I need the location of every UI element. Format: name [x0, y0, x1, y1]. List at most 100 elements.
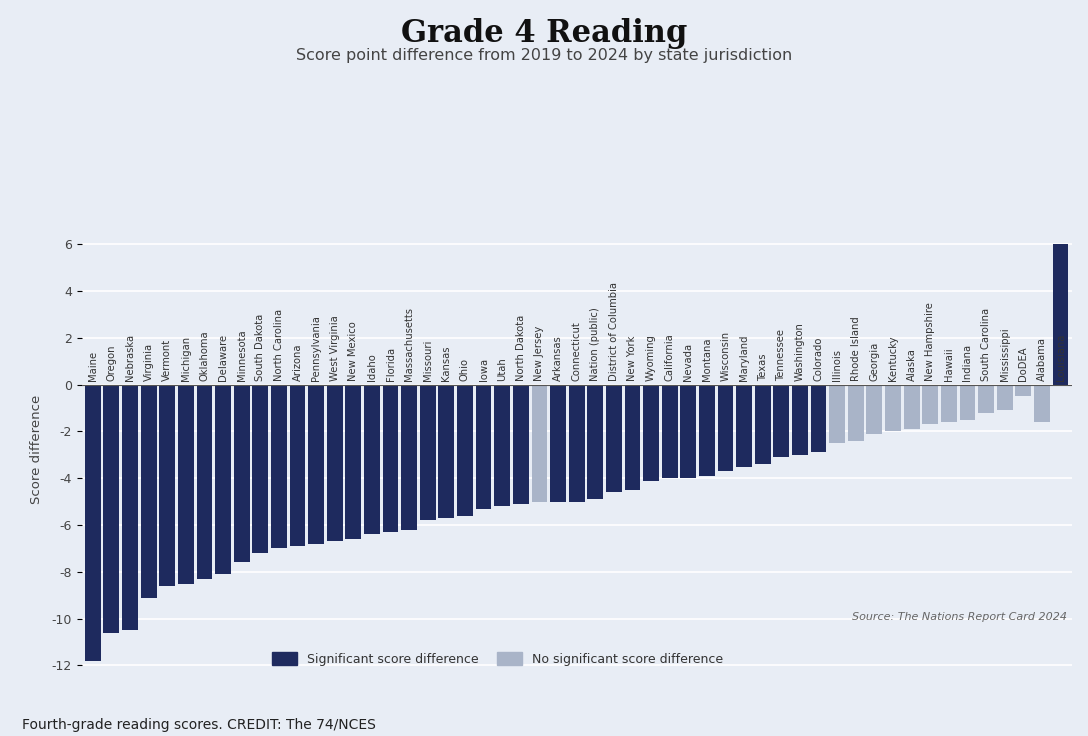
Bar — [848, 385, 864, 441]
Bar — [271, 385, 287, 548]
Bar — [886, 385, 901, 431]
Bar — [904, 385, 919, 429]
Bar — [643, 385, 659, 481]
Bar — [178, 385, 194, 584]
Bar — [997, 385, 1013, 411]
Text: Delaware: Delaware — [218, 334, 228, 381]
Bar — [1034, 385, 1050, 422]
Bar — [1052, 244, 1068, 385]
Text: District of Columbia: District of Columbia — [609, 282, 619, 381]
Text: Nebraska: Nebraska — [125, 334, 135, 381]
Text: Tennessee: Tennessee — [777, 329, 787, 381]
Text: South Dakota: South Dakota — [256, 314, 265, 381]
Text: Virginia: Virginia — [144, 343, 153, 381]
Text: Indiana: Indiana — [963, 344, 973, 381]
Text: Oklahoma: Oklahoma — [199, 330, 209, 381]
Bar — [923, 385, 938, 425]
Text: Idaho: Idaho — [367, 353, 376, 381]
Text: Maryland: Maryland — [739, 335, 750, 381]
Text: California: California — [665, 333, 675, 381]
Bar — [606, 385, 621, 492]
Text: Illinois: Illinois — [832, 349, 842, 381]
Text: Wisconsin: Wisconsin — [720, 331, 730, 381]
Text: Louisiana: Louisiana — [1055, 333, 1065, 381]
Text: Rhode Island: Rhode Island — [851, 316, 861, 381]
Bar — [420, 385, 435, 520]
Bar — [680, 385, 696, 478]
Text: West Virginia: West Virginia — [330, 315, 339, 381]
Text: Pennsylvania: Pennsylvania — [311, 315, 321, 381]
Text: New Hampshire: New Hampshire — [925, 302, 936, 381]
Text: Michigan: Michigan — [181, 336, 190, 381]
Text: Colorado: Colorado — [814, 337, 824, 381]
Text: Texas: Texas — [757, 353, 768, 381]
Bar — [234, 385, 249, 562]
Bar — [755, 385, 770, 464]
Bar — [551, 385, 566, 502]
Text: New Jersey: New Jersey — [534, 326, 544, 381]
Text: Maine: Maine — [88, 351, 98, 381]
Text: Alabama: Alabama — [1037, 337, 1047, 381]
Text: Connecticut: Connecticut — [571, 322, 582, 381]
Bar — [383, 385, 398, 532]
Bar — [457, 385, 473, 516]
Bar — [532, 385, 547, 502]
Text: New York: New York — [628, 336, 638, 381]
Bar — [698, 385, 715, 476]
Text: Grade 4 Reading: Grade 4 Reading — [400, 18, 688, 49]
Text: Nevada: Nevada — [683, 343, 693, 381]
Text: Missouri: Missouri — [423, 340, 433, 381]
Bar — [215, 385, 231, 574]
Bar — [941, 385, 956, 422]
Text: Iowa: Iowa — [479, 358, 489, 381]
Text: New Mexico: New Mexico — [348, 322, 358, 381]
Bar — [308, 385, 324, 544]
Y-axis label: Score difference: Score difference — [30, 394, 44, 503]
Bar — [326, 385, 343, 542]
Text: Arkansas: Arkansas — [553, 336, 562, 381]
Bar — [140, 385, 157, 598]
Text: Oregon: Oregon — [107, 344, 116, 381]
Bar — [774, 385, 789, 457]
Text: Washington: Washington — [795, 322, 805, 381]
Bar — [718, 385, 733, 471]
Text: Fourth-grade reading scores. CREDIT: The 74/NCES: Fourth-grade reading scores. CREDIT: The… — [22, 718, 375, 732]
Bar — [829, 385, 845, 443]
Bar — [737, 385, 752, 467]
Text: Source: The Nations Report Card 2024: Source: The Nations Report Card 2024 — [852, 612, 1066, 623]
Bar — [438, 385, 455, 518]
Bar — [960, 385, 975, 420]
Bar — [103, 385, 120, 633]
Legend: Significant score difference, No significant score difference: Significant score difference, No signifi… — [267, 647, 728, 671]
Text: Ohio: Ohio — [460, 358, 470, 381]
Bar — [569, 385, 584, 502]
Text: Hawaii: Hawaii — [944, 347, 954, 381]
Bar — [85, 385, 101, 661]
Text: Kentucky: Kentucky — [888, 336, 898, 381]
Text: Nation (public): Nation (public) — [591, 308, 601, 381]
Bar — [866, 385, 882, 434]
Text: Minnesota: Minnesota — [237, 330, 247, 381]
Bar — [475, 385, 492, 509]
Bar — [401, 385, 417, 530]
Text: Utah: Utah — [497, 358, 507, 381]
Text: Georgia: Georgia — [869, 342, 879, 381]
Bar — [792, 385, 808, 455]
Bar — [625, 385, 641, 490]
Bar — [345, 385, 361, 539]
Bar — [811, 385, 827, 453]
Text: Montana: Montana — [702, 338, 712, 381]
Bar — [512, 385, 529, 504]
Text: Vermont: Vermont — [162, 339, 172, 381]
Text: South Carolina: South Carolina — [981, 308, 991, 381]
Bar — [289, 385, 306, 546]
Text: Florida: Florida — [385, 347, 396, 381]
Text: Wyoming: Wyoming — [646, 334, 656, 381]
Bar — [588, 385, 603, 499]
Bar — [662, 385, 678, 478]
Bar — [978, 385, 994, 413]
Text: North Dakota: North Dakota — [516, 315, 526, 381]
Bar — [494, 385, 510, 506]
Bar — [197, 385, 212, 578]
Text: Alaska: Alaska — [906, 348, 916, 381]
